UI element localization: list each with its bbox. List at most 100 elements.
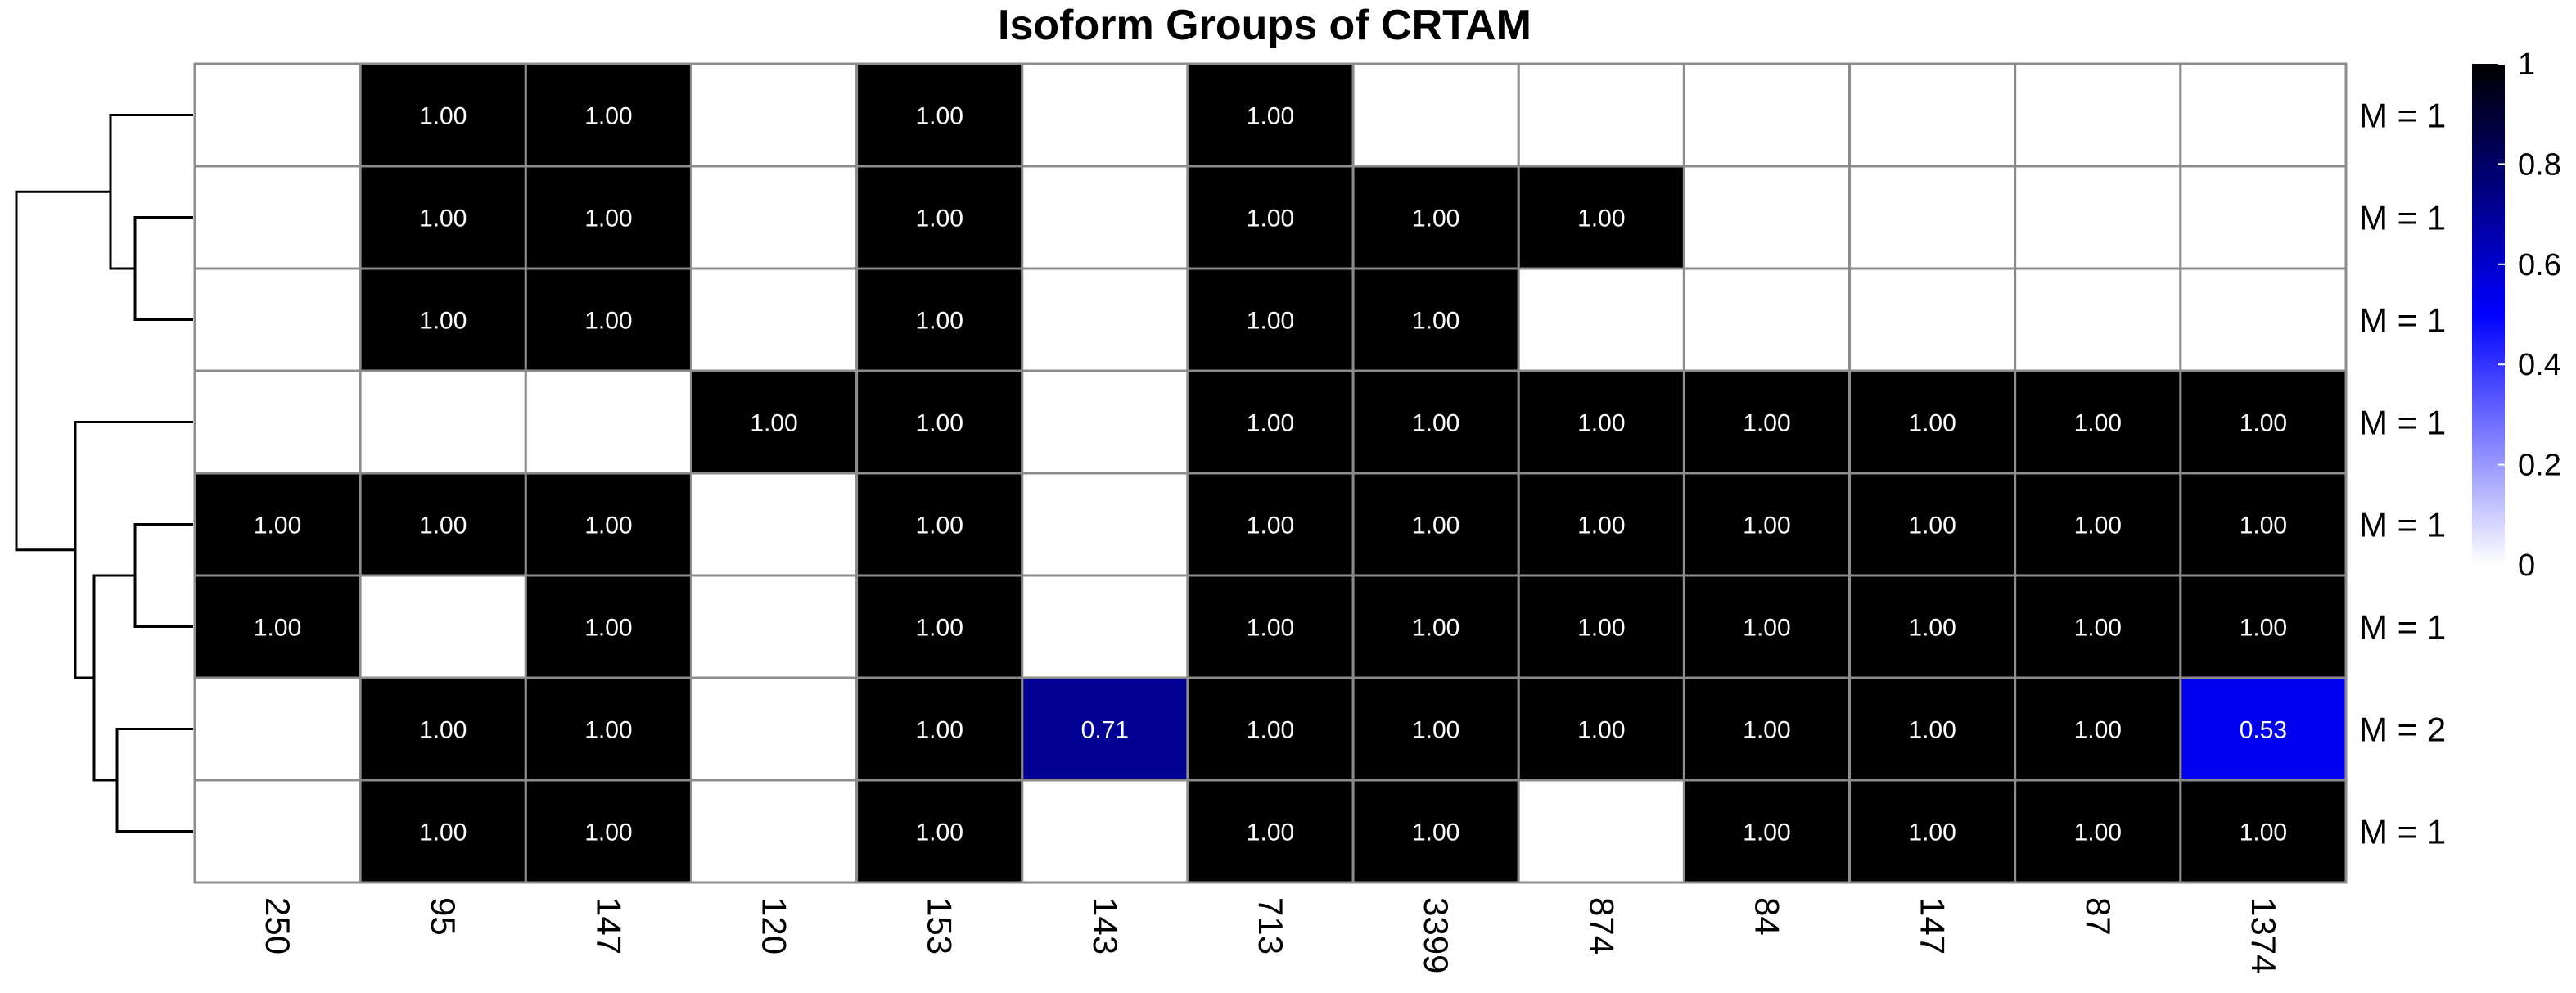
cell-value-label: 1.00 <box>1412 512 1459 539</box>
heatmap-cell <box>855 472 1024 577</box>
column-label: 87 <box>2079 897 2118 936</box>
cell-value-label: 1.00 <box>419 717 467 744</box>
heatmap-cell <box>1186 779 1355 884</box>
cell-value-label: 1.00 <box>1412 717 1459 744</box>
heatmap-cell <box>689 165 859 270</box>
cell-value-label: 1.00 <box>584 512 632 539</box>
heatmap-cell <box>1517 676 1685 782</box>
heatmap-cell <box>1848 62 2017 168</box>
heatmap-cell <box>1517 472 1685 577</box>
cell-value-label: 1.00 <box>915 205 963 232</box>
heatmap-cell <box>1848 472 2017 577</box>
heatmap-cell <box>2179 62 2348 168</box>
cell-value-label: 1.00 <box>2074 615 2122 642</box>
chart-title: Isoform Groups of CRTAM <box>998 2 1532 49</box>
heatmap-cell <box>1517 779 1685 884</box>
legend-tick-label: 1 <box>2518 47 2535 82</box>
heatmap-cell <box>2014 62 2182 168</box>
heatmap-cell <box>193 574 362 679</box>
legend-tick-label: 0.6 <box>2518 248 2561 282</box>
cell-value-label: 0.71 <box>1081 717 1129 744</box>
dendrogram-branch <box>109 114 193 270</box>
column-label: 147 <box>1914 897 1952 955</box>
cell-value-label: 1.00 <box>1412 615 1459 642</box>
cell-value-label: 1.00 <box>1908 819 1956 846</box>
cell-value-label: 1.00 <box>915 717 963 744</box>
heatmap-cell <box>1517 62 1685 168</box>
heatmap-cells: 1.00 1.00 1.00 1.00 1.00 1.00 1.00 1.00 1.00 1.00… <box>193 62 2348 884</box>
cell-value-label: 1.00 <box>254 615 301 642</box>
row-dendrogram <box>15 114 193 833</box>
heatmap-cell <box>689 574 859 679</box>
heatmap-cell <box>689 62 859 168</box>
heatmap-cell <box>359 369 527 475</box>
cell-value-label: 1.00 <box>584 615 632 642</box>
heatmap-cell <box>524 472 692 577</box>
column-label: 147 <box>589 897 628 955</box>
cell-value-label: 1.00 <box>2240 615 2287 642</box>
heatmap-cell <box>193 779 362 884</box>
heatmap-cell <box>1351 472 1520 577</box>
cell-value-label: 1.00 <box>1908 512 1956 539</box>
dendrogram-branch <box>133 523 193 628</box>
cell-value-label: 1.00 <box>750 410 797 437</box>
cell-value-label: 1.00 <box>1908 615 1956 642</box>
cell-value-label: 1.00 <box>1908 410 1956 437</box>
row-label: M = 1 <box>2359 301 2446 340</box>
heatmap-cell <box>1351 62 1520 168</box>
cell-value-label: 1.00 <box>584 819 632 846</box>
cell-value-label: 1.00 <box>419 103 467 130</box>
heatmap-cell <box>1351 165 1520 270</box>
column-label: 250 <box>259 897 297 955</box>
cell-value-label: 1.00 <box>1247 410 1294 437</box>
cell-value-label: 1.00 <box>584 717 632 744</box>
cell-value-label: 1.00 <box>1247 205 1294 232</box>
cell-value-label: 1.00 <box>2240 410 2287 437</box>
cell-value-label: 1.00 <box>1247 103 1294 130</box>
heatmap-cell <box>1682 62 1852 168</box>
heatmap-cell <box>2014 472 2182 577</box>
legend-tick-label: 0.8 <box>2518 147 2561 182</box>
heatmap-cell <box>2179 267 2348 372</box>
cell-value-label: 1.00 <box>1412 308 1459 335</box>
cell-value-label: 1.00 <box>1412 410 1459 437</box>
legend-color-bar <box>2472 64 2505 565</box>
cell-value-label: 1.00 <box>1247 308 1294 335</box>
cell-value-label: 1.00 <box>1908 717 1956 744</box>
color-legend: 0 0.2 0.4 0.6 0.8 1 <box>2472 47 2561 583</box>
heatmap-cell <box>524 779 692 884</box>
cell-value-label: 1.00 <box>2074 512 2122 539</box>
heatmap-cell <box>524 165 692 270</box>
heatmap-cell <box>359 472 527 577</box>
cell-value-label: 1.00 <box>915 819 963 846</box>
cell-value-label: 1.00 <box>584 103 632 130</box>
cell-value-label: 1.00 <box>419 205 467 232</box>
heatmap-cell <box>1682 472 1852 577</box>
cell-value-label: 1.00 <box>584 308 632 335</box>
heatmap-cell <box>689 267 859 372</box>
heatmap-cell <box>1021 472 1189 577</box>
heatmap-cell <box>2014 267 2182 372</box>
column-label: 143 <box>1086 897 1125 955</box>
cell-value-label: 1.00 <box>254 512 301 539</box>
heatmap-cell <box>193 267 362 372</box>
row-label: M = 1 <box>2359 97 2446 135</box>
column-label: 874 <box>1582 897 1621 955</box>
heatmap-cell <box>1021 369 1189 475</box>
cell-value-label: 1.00 <box>1412 819 1459 846</box>
cell-value-label: 1.00 <box>419 512 467 539</box>
row-labels: M = 1 M = 1 M = 1 M = 1 M = 1 M = 1 M = 2 M = 1 <box>2359 97 2446 851</box>
cell-value-label: 1.00 <box>915 308 963 335</box>
heatmap-cell <box>359 267 527 372</box>
cell-value-label: 1.00 <box>2240 512 2287 539</box>
cell-value-label: 1.00 <box>2074 819 2122 846</box>
cell-value-label: 1.00 <box>2074 410 2122 437</box>
heatmap-cell <box>193 62 362 168</box>
cell-value-label: 1.00 <box>1577 717 1625 744</box>
row-label: M = 2 <box>2359 711 2446 749</box>
heatmap-cell <box>359 779 527 884</box>
heatmap-cell <box>1848 267 2017 372</box>
heatmap-cell <box>359 574 527 679</box>
heatmap-cell <box>1682 779 1852 884</box>
heatmap-cell <box>2014 676 2182 782</box>
